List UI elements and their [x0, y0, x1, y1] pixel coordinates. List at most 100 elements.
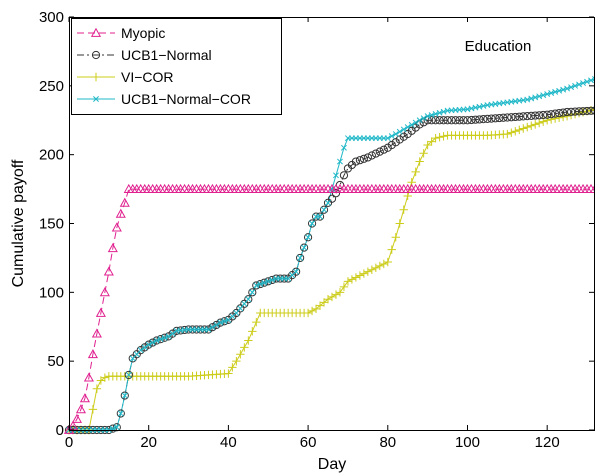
y-tick-label: 200 — [39, 147, 64, 164]
series-0-point — [91, 328, 102, 338]
y-axis-label: Cumulative payoff — [10, 159, 27, 287]
x-tick-label: 20 — [140, 434, 157, 451]
series-2-point — [391, 233, 400, 242]
series-1-point — [475, 115, 484, 124]
series-1-point — [300, 243, 309, 252]
series-2-point — [423, 140, 432, 150]
series-3-point — [205, 326, 212, 333]
legend-marker-2 — [91, 72, 101, 82]
series-2-point — [387, 245, 396, 254]
legend-marker-0 — [90, 27, 102, 37]
series-2-point — [403, 191, 412, 201]
x-tick-label: 40 — [220, 434, 237, 451]
marker-layer — [63, 75, 595, 435]
series-1-point — [574, 107, 584, 116]
series-0-point — [107, 243, 118, 253]
y-tick-label: 300 — [39, 9, 64, 26]
series-2-point — [355, 271, 365, 280]
series-1-point — [303, 233, 313, 242]
series-2-point — [511, 127, 520, 136]
legend-label-0: Myopic — [121, 25, 165, 41]
series-2-point — [399, 205, 408, 214]
series-1-point — [507, 113, 516, 122]
series-2-point — [519, 124, 528, 133]
series-2-point — [367, 265, 377, 274]
series-1-point — [463, 116, 472, 125]
series-2-point — [307, 306, 317, 316]
series-1-point — [563, 107, 572, 117]
series-1-point — [578, 107, 588, 116]
series-3-point — [125, 371, 132, 378]
series-0-point — [75, 404, 87, 414]
y-tick-label: 100 — [39, 284, 64, 301]
series-3-point — [301, 244, 308, 251]
series-2-point — [359, 269, 369, 278]
legend-marker-3 — [93, 96, 99, 102]
series-1-point — [523, 112, 532, 121]
series-2-point — [379, 259, 389, 269]
series-0-point — [115, 208, 126, 218]
series-2-point — [515, 125, 524, 135]
series-1-line — [69, 110, 595, 431]
series-2-point — [339, 282, 349, 292]
series-1-point — [292, 267, 301, 276]
series-1-point — [248, 288, 257, 297]
series-2-point — [419, 149, 428, 158]
series-1-markers — [64, 106, 595, 435]
series-1-point — [260, 278, 269, 287]
series-2-point — [590, 105, 595, 114]
series-2-point — [550, 114, 560, 123]
series-3-point — [388, 133, 395, 140]
series-0-markers — [63, 183, 595, 434]
series-3-point — [157, 336, 164, 343]
series-1-point — [431, 116, 440, 125]
series-0-point — [67, 420, 79, 430]
series-1-point — [455, 116, 464, 125]
series-1-point — [511, 112, 520, 122]
series-1-point — [479, 115, 488, 124]
y-tick-label: 150 — [39, 216, 64, 233]
series-0-point — [71, 413, 83, 423]
series-2-point — [535, 118, 544, 128]
series-2-point — [323, 295, 333, 304]
series-3-point — [249, 289, 256, 296]
series-1-point — [244, 295, 253, 304]
series-1-point — [216, 318, 225, 327]
series-3-point — [257, 281, 264, 288]
series-3-point — [412, 119, 419, 126]
series-3-point — [341, 144, 347, 151]
series-3-point — [269, 276, 276, 283]
series-2-point — [248, 327, 257, 336]
series-3-point — [400, 126, 407, 133]
series-2-point — [542, 116, 552, 125]
series-3-point — [333, 172, 339, 179]
series-2-point — [100, 373, 110, 382]
series-1-point — [570, 107, 580, 116]
series-3-point — [592, 75, 595, 82]
series-1-point — [351, 157, 361, 166]
series-1-point — [144, 340, 153, 349]
series-0-line — [68, 188, 595, 431]
series-1-point — [367, 151, 376, 160]
y-tick-label: 250 — [39, 78, 64, 95]
series-1-point — [236, 304, 245, 313]
series-2-point — [224, 369, 233, 378]
series-3-point — [564, 85, 571, 92]
series-2-point — [351, 273, 361, 282]
series-1-point — [439, 116, 448, 125]
series-0-point — [103, 266, 114, 276]
series-1-point — [375, 147, 384, 156]
series-3-point — [145, 341, 152, 348]
series-3-point — [416, 117, 423, 124]
series-3-point — [141, 344, 148, 351]
series-1-point — [156, 335, 165, 344]
series-1-point — [252, 281, 261, 290]
series-1-point — [120, 391, 129, 400]
series-0-point — [79, 393, 90, 403]
series-1-point — [379, 145, 388, 154]
series-2-point — [383, 257, 392, 267]
series-2-point — [554, 113, 564, 122]
series-3-point — [165, 333, 172, 340]
